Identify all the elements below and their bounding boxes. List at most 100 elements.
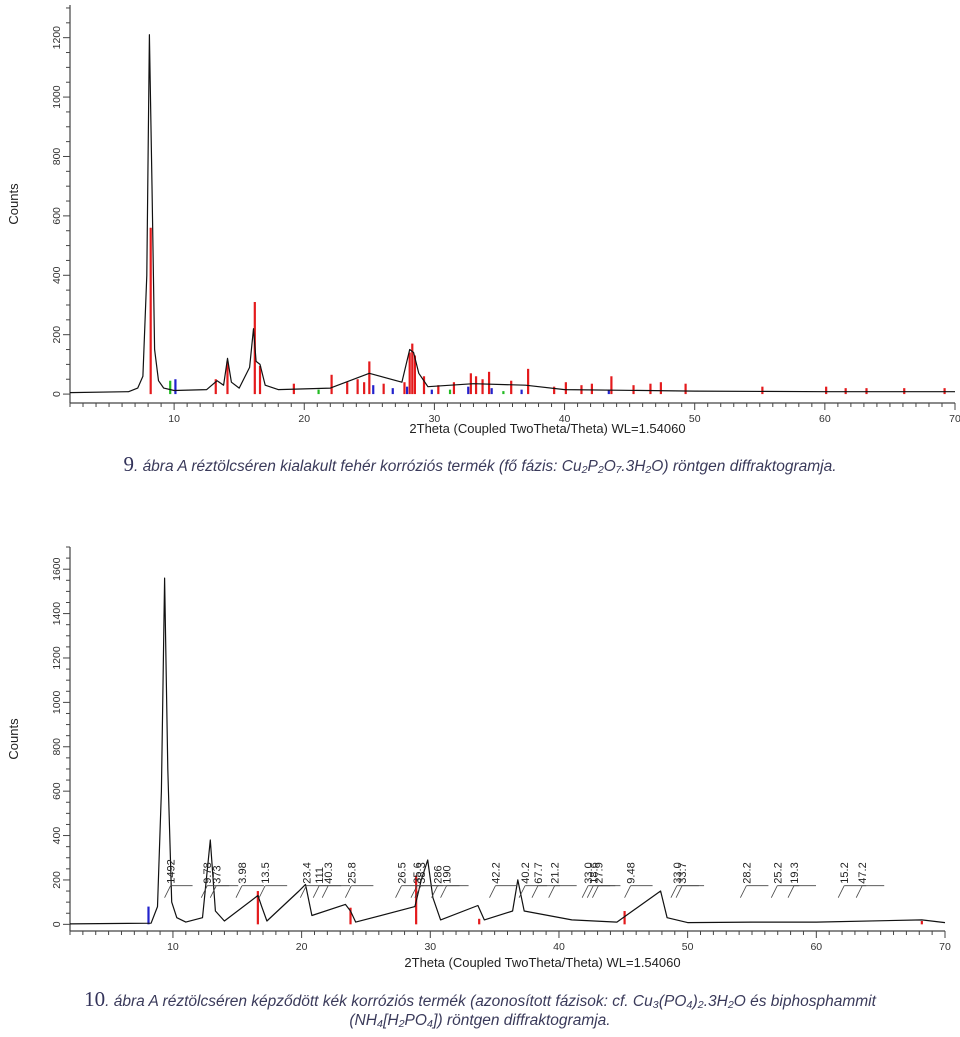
- peak-label-text: 286: [433, 865, 445, 883]
- peak-label-leader: [164, 885, 171, 898]
- y-tick-label: 200: [51, 326, 63, 344]
- x-axis-label: 2Theta (Coupled TwoTheta/Theta) WL=1.540…: [409, 421, 685, 436]
- y-axis-label: Counts: [6, 183, 21, 225]
- peak-label-text: 21.2: [550, 862, 562, 883]
- peak-label-leader: [312, 885, 320, 898]
- peak-label-text: 25.8: [346, 862, 358, 883]
- peak-label: 3.98: [235, 862, 264, 898]
- x-tick-label: 50: [682, 941, 694, 953]
- peak-label-leader: [592, 885, 599, 898]
- x-tick-label: 70: [949, 413, 960, 425]
- peak-label-text: 1492: [166, 859, 178, 883]
- peak-label-text: 18.6: [588, 862, 600, 883]
- peak-label-leader: [345, 885, 352, 898]
- figure-9-caption: 9. ábra A réztölcséren kialakult fehér k…: [0, 452, 960, 476]
- peak-label-leader: [235, 885, 243, 898]
- peak-label-text: 40.2: [520, 862, 532, 883]
- peak-label: 25.8: [345, 862, 374, 898]
- y-tick-label: 0: [51, 391, 63, 397]
- peak-label: 21.2: [548, 862, 577, 898]
- x-tick-label: 10: [167, 941, 179, 953]
- peak-label-text: 23.4: [301, 862, 313, 883]
- diffraction-pattern-line: [69, 577, 946, 925]
- y-tick-label: 600: [51, 782, 63, 800]
- peak-label-text: 111: [314, 867, 326, 884]
- peak-label-leader: [321, 885, 329, 898]
- peak-label: 28.2: [740, 862, 769, 898]
- y-tick-label: 400: [51, 266, 63, 284]
- x-tick-label: 30: [424, 941, 436, 953]
- y-tick-label: 800: [51, 738, 63, 756]
- x-tick-label: 30: [429, 413, 441, 425]
- peak-label: 19.3: [787, 862, 817, 898]
- peak-label-text: 26.5: [397, 862, 409, 883]
- y-tick-label: 1200: [51, 646, 63, 670]
- y-axis-label: Counts: [6, 718, 21, 760]
- peak-label-leader: [518, 885, 526, 898]
- peak-label-text: 19.3: [789, 862, 801, 883]
- peak-label-leader: [395, 885, 402, 898]
- peak-label-text: 40.3: [323, 862, 335, 883]
- peak-label-leader: [770, 885, 778, 898]
- peak-label-text: 28.2: [741, 862, 753, 883]
- figure-10-caption: 10. ábra A réztölcséren képződött kék ko…: [0, 987, 960, 1030]
- peak-label-leader: [675, 885, 683, 898]
- x-axis-label: 2Theta (Coupled TwoTheta/Theta) WL=1.540…: [404, 955, 680, 970]
- peak-label-leader: [787, 885, 795, 898]
- y-tick-label: 1200: [51, 26, 63, 50]
- x-tick-label: 70: [939, 941, 951, 953]
- peak-label-leader: [258, 885, 266, 898]
- peak-label: 40.3: [321, 862, 351, 898]
- peak-label-leader: [740, 885, 747, 898]
- y-tick-label: 1000: [51, 85, 63, 109]
- peak-label-text: 35.6: [412, 862, 424, 883]
- peak-label-leader: [837, 885, 845, 898]
- diffractogram-chart-fig10: 10 20 30 40 50 60 70 0 200 400 600 800 1000 1200 1400 1…: [6, 546, 951, 970]
- figure-10-number: 10: [84, 987, 106, 1011]
- x-tick-label: 10: [168, 413, 180, 425]
- peak-label-leader: [855, 885, 863, 898]
- peak-label-text: 27.9: [593, 862, 605, 883]
- peak-label-leader: [431, 885, 438, 898]
- peak-label-leader: [624, 885, 631, 898]
- peak-label-text: 47.2: [857, 862, 869, 883]
- peak-label-text: 15.2: [839, 862, 851, 883]
- peak-label-text: 9.78: [202, 862, 214, 883]
- y-tick-label: 1600: [51, 557, 63, 581]
- y-tick-label: 800: [51, 148, 63, 166]
- x-tick-label: 40: [553, 941, 565, 953]
- figure-9-caption-text: . ábra A réztölcséren kialakult fehér ko…: [133, 458, 837, 475]
- peak-label-leader: [670, 885, 678, 898]
- y-tick-label: 400: [51, 827, 63, 845]
- peak-label: 1492: [164, 859, 193, 898]
- peak-label: 13.5: [258, 862, 288, 898]
- peak-label-leader: [299, 885, 307, 898]
- diffractogram-chart-fig9: 10 20 30 40 50 60 70 0 200 400 600 800 1000 1200 2Thet…: [6, 5, 960, 436]
- peak-label: 9.78: [200, 862, 230, 898]
- figure-9-number: 9: [123, 452, 134, 476]
- peak-label: 27.9: [592, 862, 621, 898]
- peak-label-leader: [586, 885, 594, 898]
- peak-label-text: 190: [442, 865, 454, 883]
- x-tick-label: 20: [296, 941, 308, 953]
- peak-label-leader: [410, 885, 418, 898]
- peak-label-leader: [414, 885, 422, 898]
- y-tick-label: 1000: [51, 691, 63, 715]
- peak-label: 25.2: [770, 862, 800, 898]
- peak-label-text: 33.0: [583, 862, 595, 883]
- y-tick-label: 0: [51, 921, 63, 927]
- peak-label-text: 33.7: [677, 862, 689, 883]
- y-tick-label: 600: [51, 207, 63, 225]
- peak-label-text: 25.2: [772, 862, 784, 883]
- peak-label: 190: [440, 865, 469, 898]
- peak-label-text: 373: [211, 865, 223, 883]
- x-tick-label: 50: [689, 413, 701, 425]
- y-tick-label: 1400: [51, 602, 63, 626]
- peak-label-leader: [440, 885, 447, 898]
- peak-label-text: 42.2: [490, 862, 502, 883]
- peak-label: 26.5: [395, 862, 424, 898]
- y-tick-label: 200: [51, 871, 63, 889]
- peak-label-leader: [548, 885, 556, 898]
- x-tick-label: 60: [810, 941, 822, 953]
- diffraction-pattern-line: [69, 34, 955, 394]
